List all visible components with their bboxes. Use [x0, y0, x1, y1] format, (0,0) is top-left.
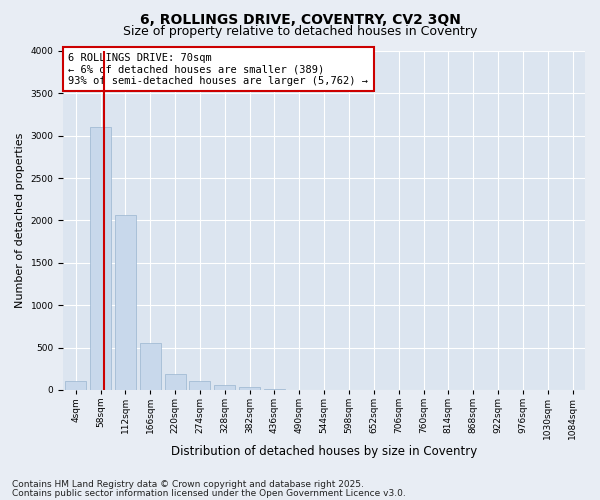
Bar — [115, 214, 136, 390]
Bar — [140, 344, 161, 390]
Bar — [264, 388, 285, 390]
Bar — [239, 386, 260, 390]
Text: 6, ROLLINGS DRIVE, COVENTRY, CV2 3QN: 6, ROLLINGS DRIVE, COVENTRY, CV2 3QN — [140, 12, 460, 26]
Text: Contains public sector information licensed under the Open Government Licence v3: Contains public sector information licen… — [12, 488, 406, 498]
Bar — [190, 382, 211, 390]
Bar — [65, 382, 86, 390]
Text: 6 ROLLINGS DRIVE: 70sqm
← 6% of detached houses are smaller (389)
93% of semi-de: 6 ROLLINGS DRIVE: 70sqm ← 6% of detached… — [68, 52, 368, 86]
Y-axis label: Number of detached properties: Number of detached properties — [15, 132, 25, 308]
Bar — [164, 374, 185, 390]
Bar — [214, 385, 235, 390]
Text: Contains HM Land Registry data © Crown copyright and database right 2025.: Contains HM Land Registry data © Crown c… — [12, 480, 364, 489]
Text: Size of property relative to detached houses in Coventry: Size of property relative to detached ho… — [123, 25, 477, 38]
X-axis label: Distribution of detached houses by size in Coventry: Distribution of detached houses by size … — [171, 444, 477, 458]
Bar — [90, 127, 111, 390]
